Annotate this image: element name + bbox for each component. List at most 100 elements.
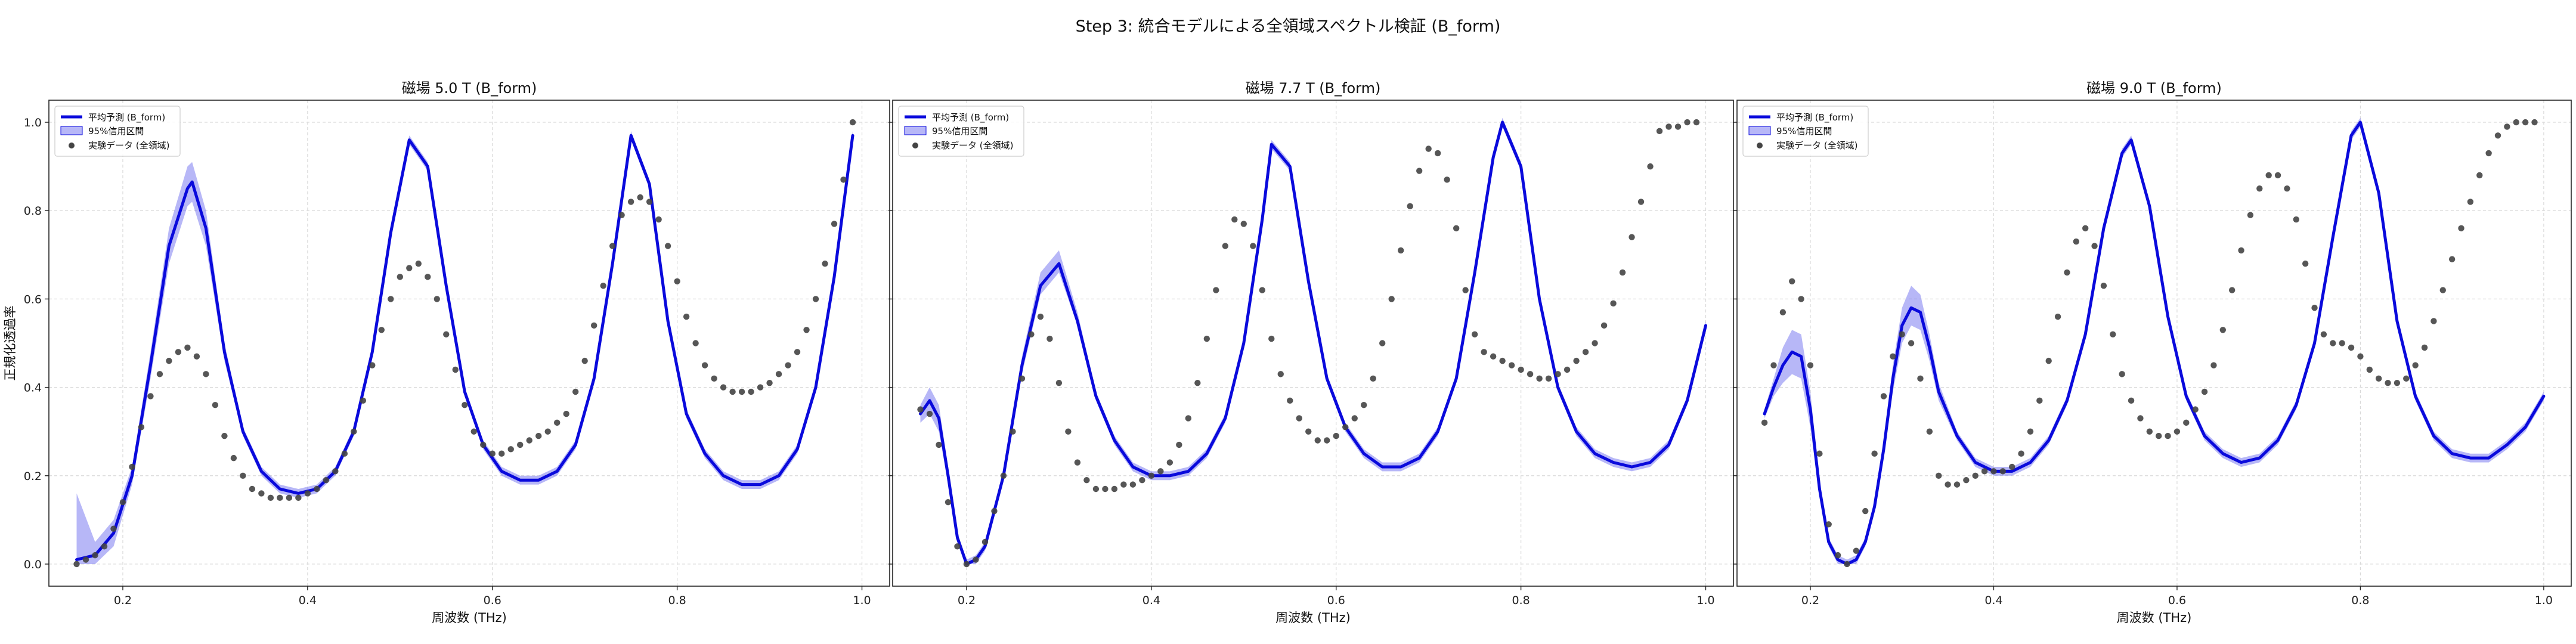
- data-point: [2311, 305, 2318, 311]
- data-point: [1231, 216, 1238, 223]
- data-point: [452, 366, 459, 373]
- data-point: [526, 437, 532, 444]
- data-point: [2192, 406, 2199, 413]
- data-point: [2018, 450, 2024, 457]
- data-point: [2274, 172, 2281, 179]
- data-point: [1527, 371, 1534, 377]
- data-point: [1471, 331, 1478, 338]
- data-point: [1684, 119, 1690, 126]
- data-point: [2504, 123, 2510, 130]
- data-point: [544, 428, 551, 435]
- data-point: [1834, 552, 1841, 559]
- data-point: [2348, 344, 2355, 351]
- y-tick-label: 0.8: [24, 205, 42, 218]
- data-point: [563, 410, 569, 417]
- data-point: [2467, 199, 2474, 205]
- data-point: [388, 296, 394, 302]
- plot-frame: [892, 100, 1734, 587]
- data-point: [1592, 340, 1598, 346]
- data-point: [2357, 353, 2364, 360]
- data-point: [1825, 521, 1832, 528]
- data-point: [1770, 362, 1777, 369]
- data-point: [1862, 507, 1869, 515]
- data-point: [2073, 238, 2080, 245]
- data-point: [1990, 468, 1997, 475]
- legend-point-swatch: [1757, 143, 1763, 148]
- data-point: [1481, 349, 1487, 355]
- data-point: [581, 357, 588, 364]
- data-point: [1351, 415, 1358, 422]
- data-point: [1240, 221, 1247, 227]
- data-point: [775, 371, 782, 377]
- data-point: [434, 296, 440, 302]
- data-point: [954, 543, 961, 550]
- data-point: [2027, 428, 2034, 435]
- data-point: [2431, 318, 2437, 324]
- data-point: [73, 561, 80, 568]
- data-point: [1342, 424, 1349, 431]
- data-point: [1416, 168, 1423, 174]
- data-point: [1880, 393, 1887, 400]
- data-point: [1194, 379, 1201, 386]
- data-point: [1582, 349, 1589, 355]
- data-point: [295, 494, 302, 501]
- data-point: [166, 357, 172, 364]
- data-point: [1092, 485, 1100, 493]
- data-point: [1899, 331, 1905, 338]
- data-point: [1981, 468, 1988, 475]
- data-point: [1972, 472, 1979, 479]
- data-point: [1789, 278, 1795, 284]
- data-point: [2385, 379, 2391, 386]
- data-point: [1573, 357, 1580, 364]
- data-point: [1305, 428, 1312, 435]
- data-point: [1000, 472, 1007, 479]
- data-point: [499, 450, 505, 457]
- data-point: [535, 432, 542, 439]
- data-point: [2320, 331, 2327, 338]
- data-point: [1268, 335, 1275, 342]
- data-point: [1508, 362, 1515, 369]
- data-point: [360, 397, 367, 404]
- data-point: [314, 485, 320, 493]
- x-tick-label: 1.0: [1696, 594, 1714, 607]
- data-point: [991, 507, 998, 515]
- legend-label-mean: 平均予測 (B_form): [932, 112, 1009, 123]
- x-tick-label: 0.6: [1327, 594, 1345, 607]
- x-tick-label: 0.8: [2351, 594, 2369, 607]
- data-point: [1434, 150, 1441, 157]
- data-point: [1157, 468, 1164, 475]
- y-tick-label: 1.0: [24, 116, 42, 129]
- data-point: [2403, 375, 2410, 382]
- data-point: [1871, 450, 1878, 457]
- data-point: [212, 402, 219, 408]
- data-point: [351, 428, 357, 435]
- plot-area: [917, 117, 1707, 568]
- data-point: [1361, 402, 1367, 408]
- data-point: [1028, 331, 1035, 338]
- data-point: [757, 384, 764, 391]
- data-point: [1037, 313, 1044, 320]
- data-point: [2228, 287, 2236, 293]
- data-point: [1936, 472, 1942, 479]
- data-point: [729, 388, 736, 395]
- data-point: [1185, 415, 1192, 422]
- data-point: [1619, 269, 1626, 276]
- data-point: [267, 494, 274, 501]
- data-point: [982, 538, 989, 546]
- data-point: [2110, 331, 2116, 338]
- data-point: [2494, 132, 2501, 139]
- data-point: [711, 375, 717, 382]
- data-point: [2265, 172, 2272, 179]
- data-point: [766, 379, 773, 386]
- data-point: [1693, 119, 1700, 126]
- data-point: [738, 388, 745, 395]
- x-axis-label: 周波数 (THz): [432, 611, 507, 625]
- data-point: [1610, 300, 1617, 307]
- data-point: [2375, 375, 2382, 382]
- data-point: [849, 119, 856, 126]
- data-point: [138, 424, 145, 431]
- data-point: [1499, 357, 1506, 364]
- data-point: [2009, 463, 2015, 470]
- data-point: [609, 243, 616, 249]
